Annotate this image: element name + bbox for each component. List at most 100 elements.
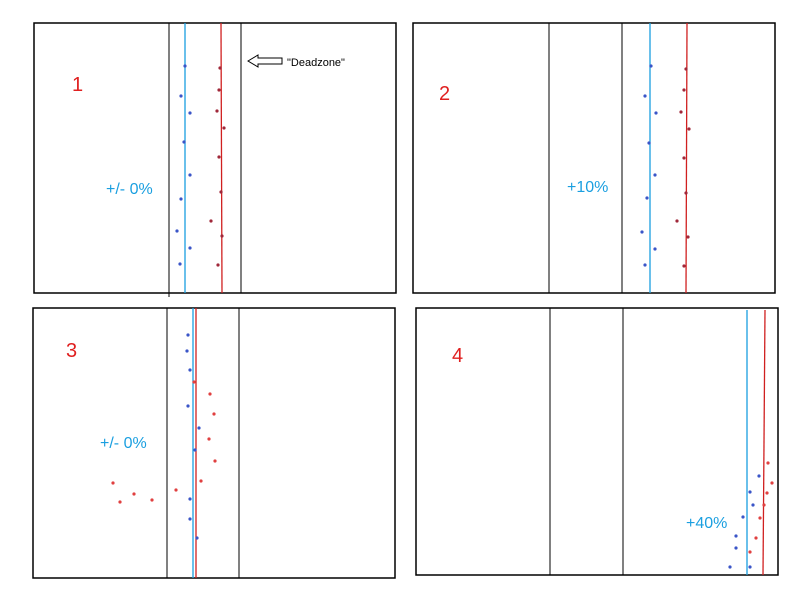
panel-number: 1 xyxy=(72,74,83,96)
dot xyxy=(213,459,217,463)
dot xyxy=(675,219,679,223)
dot xyxy=(684,67,688,71)
dot xyxy=(754,536,758,540)
dot xyxy=(212,412,216,416)
red-dots xyxy=(675,67,691,268)
dot xyxy=(186,333,190,337)
dot xyxy=(215,109,219,113)
dot xyxy=(653,173,657,177)
dot xyxy=(183,64,187,68)
blue-dots xyxy=(640,64,658,267)
dot xyxy=(207,437,211,441)
dot xyxy=(219,190,223,194)
dot xyxy=(111,481,115,485)
panel-frame xyxy=(412,22,776,294)
dot xyxy=(728,565,732,569)
dot xyxy=(218,66,222,70)
dot xyxy=(643,94,647,98)
dot xyxy=(209,219,213,223)
dot xyxy=(195,536,199,540)
dot xyxy=(217,88,221,92)
panel: 1 +/- 0% "Deadzone" xyxy=(33,22,397,297)
dot xyxy=(741,515,745,519)
dot xyxy=(649,64,653,68)
dot xyxy=(188,368,192,372)
dot xyxy=(182,140,186,144)
dot xyxy=(762,503,766,507)
dot xyxy=(748,550,752,554)
dot xyxy=(220,234,224,238)
dot xyxy=(199,479,203,483)
dot xyxy=(193,448,197,452)
panel: 3 +/- 0% xyxy=(32,307,396,579)
offset-annotation: +/- 0% xyxy=(106,181,153,198)
red-line xyxy=(762,309,766,576)
dot xyxy=(766,461,770,465)
offset-annotation: +40% xyxy=(686,515,727,532)
dot xyxy=(179,197,183,201)
red-dots xyxy=(748,461,774,554)
dot xyxy=(751,503,755,507)
dot xyxy=(770,481,774,485)
dot xyxy=(174,488,178,492)
dot xyxy=(188,497,192,501)
offset-annotation: +10% xyxy=(567,179,608,196)
dot xyxy=(684,191,688,195)
panel-frame xyxy=(32,307,396,579)
dot xyxy=(643,263,647,267)
panel-frame xyxy=(33,22,397,294)
dot xyxy=(192,380,196,384)
dot xyxy=(186,404,190,408)
dot xyxy=(734,534,738,538)
dot xyxy=(188,517,192,521)
arrow xyxy=(247,54,283,68)
dot xyxy=(734,546,738,550)
dot xyxy=(217,155,221,159)
deadzone-label: "Deadzone" xyxy=(287,57,345,69)
dot xyxy=(208,392,212,396)
blue-dots xyxy=(728,474,761,569)
dot xyxy=(175,229,179,233)
dot xyxy=(185,349,189,353)
dot xyxy=(118,500,122,504)
red-dots xyxy=(209,66,226,267)
blue-dots xyxy=(185,333,201,540)
dot xyxy=(686,235,690,239)
panel: 4 +40% xyxy=(415,307,779,576)
dot xyxy=(748,490,752,494)
dot xyxy=(748,565,752,569)
dot xyxy=(188,173,192,177)
dot xyxy=(653,247,657,251)
panel-number: 2 xyxy=(439,83,450,105)
dot xyxy=(682,264,686,268)
dot xyxy=(188,246,192,250)
panel-number: 3 xyxy=(66,340,77,362)
dot xyxy=(682,88,686,92)
dot xyxy=(222,126,226,130)
panel-frame xyxy=(415,307,779,576)
dot xyxy=(640,230,644,234)
dot xyxy=(682,156,686,160)
dot xyxy=(179,94,183,98)
dot xyxy=(188,111,192,115)
dot xyxy=(132,492,136,496)
red-dots xyxy=(111,380,217,504)
offset-annotation: +/- 0% xyxy=(100,435,147,452)
dot xyxy=(645,196,649,200)
dot xyxy=(150,498,154,502)
dot xyxy=(216,263,220,267)
dot xyxy=(687,127,691,131)
dot xyxy=(654,111,658,115)
dot xyxy=(647,141,651,145)
dot xyxy=(178,262,182,266)
dot xyxy=(757,474,761,478)
dot xyxy=(679,110,683,114)
blue-dots xyxy=(175,64,192,266)
panel: 2 +10% xyxy=(412,22,776,294)
panel-number: 4 xyxy=(452,345,463,367)
dot xyxy=(765,491,769,495)
dot xyxy=(197,426,201,430)
dot xyxy=(758,516,762,520)
